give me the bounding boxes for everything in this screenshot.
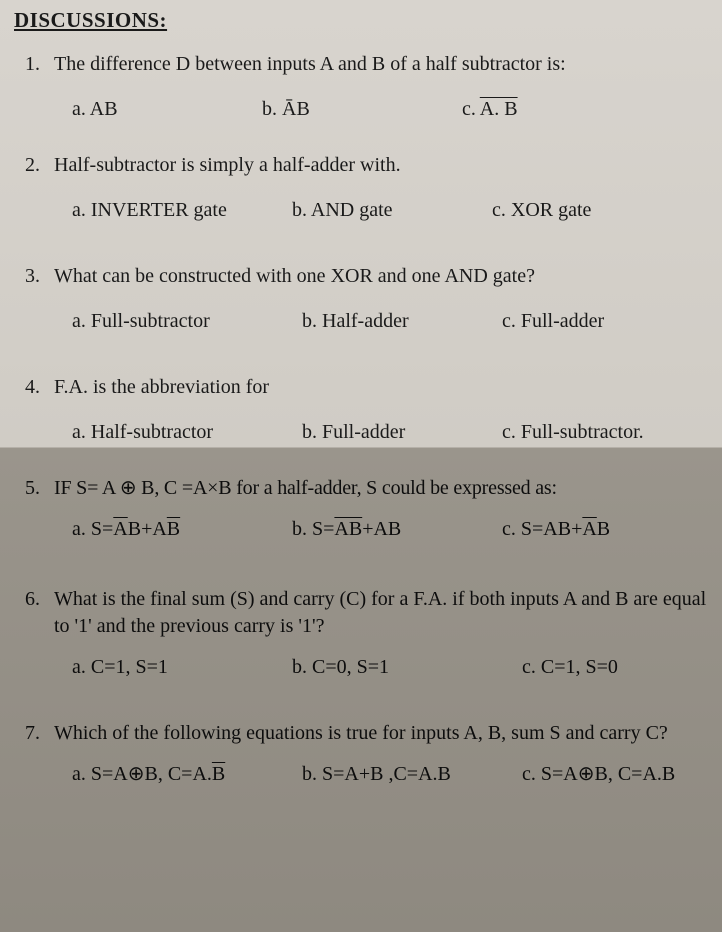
q4-opt-c: c. Full-subtractor. <box>502 419 708 445</box>
q4-opt-a: a. Half-subtractor <box>72 419 302 445</box>
q5b-pre: b. S= <box>292 518 334 540</box>
q7-number: 7. <box>14 722 54 745</box>
q5a-pre: a. S= <box>72 518 113 540</box>
q5a-ov2: B <box>167 518 180 540</box>
q3-number: 3. <box>14 265 54 288</box>
q5-opt-c: c. S=AB+AB <box>502 516 708 542</box>
q1-opt-c-prefix: c. <box>462 98 480 120</box>
q3-opt-c: c. Full-adder <box>502 308 708 334</box>
q3-options: a. Full-subtractor b. Half-adder c. Full… <box>14 308 708 334</box>
q7-options: a. S=A⊕B, C=A.B b. S=A+B ,C=A.B c. S=A⊕B… <box>14 761 708 787</box>
q7-opt-a: a. S=A⊕B, C=A.B <box>72 761 302 787</box>
question-5: 5. IF S= A ⊕ B, C =A×B for a half-adder,… <box>14 475 708 542</box>
q5c-end: B <box>597 518 610 540</box>
question-2: 2. Half-subtractor is simply a half-adde… <box>14 152 708 223</box>
q7-opt-c: c. S=A⊕B, C=A.B <box>522 761 708 787</box>
q4-text: F.A. is the abbreviation for <box>54 374 708 401</box>
q6-opt-a: a. C=1, S=1 <box>72 654 292 680</box>
q4-number: 4. <box>14 376 54 399</box>
q1-text: The difference D between inputs A and B … <box>54 51 708 78</box>
q5c-ov: A <box>582 518 596 540</box>
q2-opt-c: c. XOR gate <box>492 197 708 223</box>
q1-opt-c: c. A. B <box>462 96 708 122</box>
q6-options: a. C=1, S=1 b. C=0, S=1 c. C=1, S=0 <box>14 654 708 680</box>
q2-opt-a: a. INVERTER gate <box>72 197 292 223</box>
q3-opt-a: a. Full-subtractor <box>72 308 302 334</box>
q5c-pre: c. S=AB+ <box>502 518 582 540</box>
question-6: 6. What is the final sum (S) and carry (… <box>14 586 708 680</box>
q5-text: IF S= A ⊕ B, C =A×B for a half-adder, S … <box>54 475 708 502</box>
worksheet-page: DISCUSSIONS: 1. The difference D between… <box>0 0 722 787</box>
q3-text: What can be constructed with one XOR and… <box>54 263 708 290</box>
q3-opt-b: b. Half-adder <box>302 308 502 334</box>
q1-number: 1. <box>14 53 54 76</box>
q1-opt-a: a. AB <box>72 96 262 122</box>
q1-options: a. AB b. ĀB c. A. B <box>14 96 708 122</box>
q5-number: 5. <box>14 477 54 500</box>
q2-opt-b: b. AND gate <box>292 197 492 223</box>
question-7: 7. Which of the following equations is t… <box>14 720 708 787</box>
q5b-end: +AB <box>362 518 401 540</box>
q4-opt-b: b. Full-adder <box>302 419 502 445</box>
q4-options: a. Half-subtractor b. Full-adder c. Full… <box>14 419 708 445</box>
q6-opt-c: c. C=1, S=0 <box>522 654 708 680</box>
q7a-ov: B <box>212 763 225 785</box>
q5-options: a. S=AB+AB b. S=AB+AB c. S=AB+AB <box>14 516 708 542</box>
q5a-mid: B+A <box>128 518 167 540</box>
q7a-pre: a. S=A⊕B, C=A. <box>72 763 212 785</box>
q5-opt-b: b. S=AB+AB <box>292 516 502 542</box>
q6-opt-b: b. C=0, S=1 <box>292 654 522 680</box>
q2-number: 2. <box>14 154 54 177</box>
q7-opt-b: b. S=A+B ,C=A.B <box>302 761 522 787</box>
q2-options: a. INVERTER gate b. AND gate c. XOR gate <box>14 197 708 223</box>
section-heading: DISCUSSIONS: <box>14 8 708 33</box>
question-1: 1. The difference D between inputs A and… <box>14 51 708 122</box>
q6-number: 6. <box>14 588 54 611</box>
question-4: 4. F.A. is the abbreviation for a. Half-… <box>14 374 708 445</box>
q6-text: What is the final sum (S) and carry (C) … <box>54 586 708 640</box>
q5-opt-a: a. S=AB+AB <box>72 516 292 542</box>
q7-text: Which of the following equations is true… <box>54 720 708 747</box>
q1-opt-b: b. ĀB <box>262 96 462 122</box>
q1-opt-c-overline: A. B <box>480 98 518 120</box>
q5b-ov: AB <box>334 518 362 540</box>
q5a-ov1: A <box>113 518 127 540</box>
q2-text: Half-subtractor is simply a half-adder w… <box>54 152 708 179</box>
question-3: 3. What can be constructed with one XOR … <box>14 263 708 334</box>
